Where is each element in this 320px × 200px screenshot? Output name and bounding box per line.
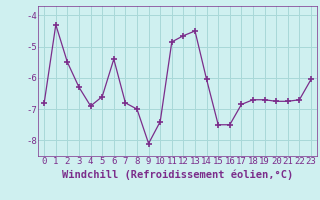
X-axis label: Windchill (Refroidissement éolien,°C): Windchill (Refroidissement éolien,°C) (62, 169, 293, 180)
